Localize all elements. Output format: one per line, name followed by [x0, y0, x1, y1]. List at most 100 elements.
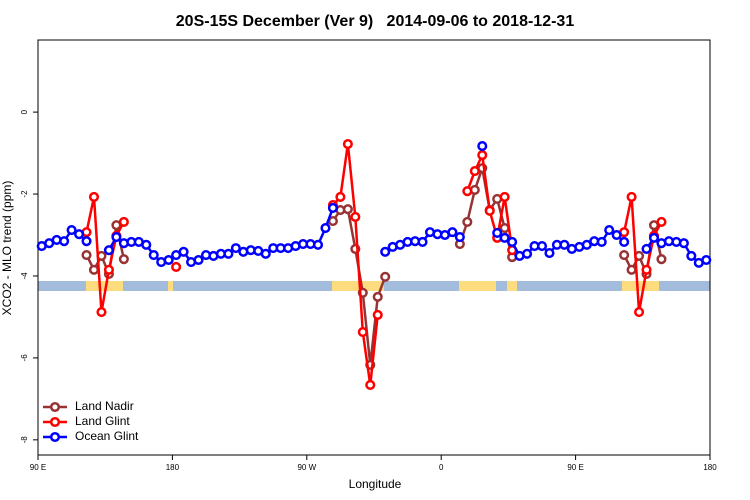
legend-marker — [49, 431, 61, 443]
point — [626, 264, 637, 275]
point — [96, 306, 107, 318]
point — [559, 239, 570, 250]
point — [141, 239, 152, 250]
point — [454, 232, 465, 243]
x-tick-label: 90 E — [567, 463, 583, 472]
legend-marker — [49, 416, 61, 428]
point — [118, 254, 129, 265]
x-tick-label: 90 W — [297, 463, 316, 472]
y-tick-label: -4 — [20, 272, 29, 280]
land-strip — [332, 281, 384, 291]
x-tick-label: 90 E — [30, 463, 46, 472]
point — [477, 141, 488, 152]
land-strip — [459, 281, 496, 291]
point — [88, 191, 100, 202]
point — [492, 227, 503, 239]
point — [536, 241, 548, 252]
point — [163, 254, 174, 266]
point — [74, 229, 85, 240]
point — [312, 239, 324, 250]
point — [499, 232, 510, 243]
surface-strip — [38, 281, 710, 291]
point — [335, 191, 346, 202]
point — [447, 227, 458, 238]
land-strip — [507, 281, 517, 291]
point — [171, 261, 182, 273]
point — [462, 186, 473, 197]
point — [380, 271, 391, 282]
point — [380, 246, 391, 257]
x-tick-label: 0 — [439, 463, 444, 472]
point — [484, 205, 495, 216]
point — [372, 291, 383, 302]
point — [230, 243, 241, 254]
y-tick-label: -8 — [20, 436, 29, 444]
point — [223, 248, 234, 259]
point — [103, 264, 114, 275]
point — [417, 236, 428, 248]
land-strip — [622, 281, 659, 291]
point — [678, 238, 689, 249]
legend-item: Land Nadir — [43, 399, 134, 413]
point — [507, 236, 518, 248]
point — [499, 191, 510, 202]
point — [656, 254, 667, 265]
point — [88, 264, 100, 275]
legend-item: Ocean Glint — [43, 429, 139, 443]
point — [581, 239, 592, 250]
point — [641, 243, 652, 254]
point — [350, 211, 361, 223]
point — [634, 306, 645, 318]
point — [604, 225, 615, 236]
chart-title: 20S-15S December (Ver 9) 2014-09-06 to 2… — [176, 13, 575, 30]
point — [596, 236, 607, 248]
point — [357, 327, 368, 338]
x-tick-label: 180 — [703, 463, 717, 472]
point — [342, 139, 353, 150]
point — [656, 216, 667, 227]
point — [111, 232, 122, 243]
point — [118, 216, 129, 227]
point — [178, 246, 189, 257]
point — [327, 202, 338, 214]
y-tick-label: -6 — [20, 354, 29, 362]
legend-label: Land Glint — [75, 414, 130, 428]
point — [372, 309, 383, 320]
x-tick-label: 180 — [166, 463, 180, 472]
point — [619, 250, 630, 261]
point — [462, 216, 473, 227]
legend-item: Land Glint — [43, 414, 130, 428]
point — [522, 248, 533, 259]
point — [59, 236, 70, 247]
y-axis-label: XCO2 - MLO trend (ppm) — [0, 181, 14, 316]
point — [701, 254, 712, 266]
point — [544, 247, 555, 259]
legend-label: Ocean Glint — [75, 429, 139, 443]
y-tick-label: 0 — [20, 109, 29, 114]
plot-frame — [37, 39, 711, 456]
point — [193, 254, 204, 266]
point — [686, 250, 697, 261]
point — [648, 232, 660, 243]
point — [641, 264, 652, 275]
legend-label: Land Nadir — [75, 399, 134, 413]
point — [499, 222, 510, 234]
point — [626, 191, 637, 202]
point — [342, 204, 353, 215]
land-strip — [86, 281, 123, 291]
legend-marker — [49, 401, 61, 413]
point — [320, 222, 331, 234]
point — [260, 248, 271, 259]
point — [81, 250, 92, 261]
point — [611, 229, 622, 241]
point — [365, 379, 376, 390]
point — [148, 250, 159, 261]
y-tick-label: -2 — [20, 190, 29, 198]
point — [619, 236, 630, 248]
point — [469, 166, 480, 177]
point — [477, 150, 488, 161]
point — [81, 236, 92, 247]
point — [103, 245, 114, 256]
x-axis-label: Longitude — [349, 477, 402, 491]
